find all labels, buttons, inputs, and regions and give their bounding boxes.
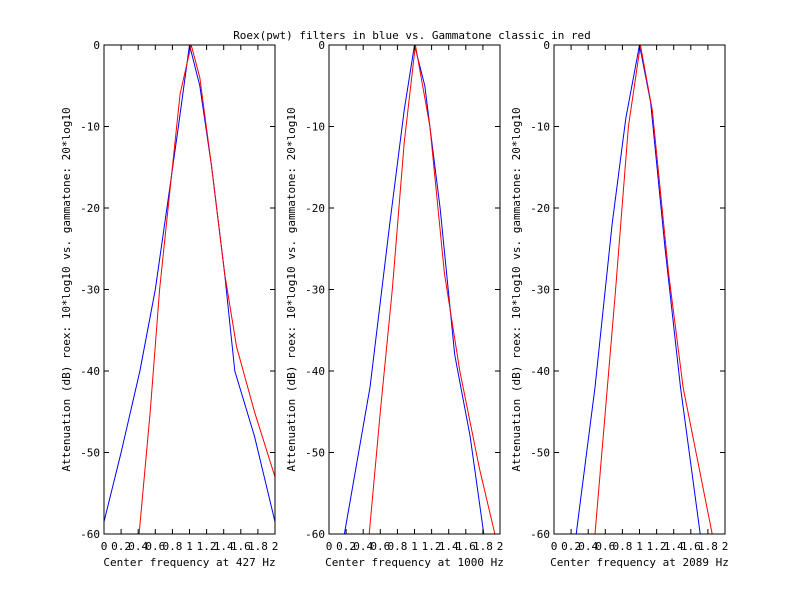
y-axis-label: Attenuation (dB) roex: 10*log10 vs. gamm… — [60, 107, 73, 471]
y-tick-label: -20 — [530, 202, 550, 215]
roex-curve — [575, 45, 701, 534]
y-tick-label: -50 — [530, 447, 550, 460]
gammatone-curve — [138, 45, 275, 534]
y-tick-label: -50 — [305, 447, 325, 460]
x-tick-label: 1.4 — [664, 540, 684, 553]
x-tick-label: 1.4 — [214, 540, 234, 553]
y-tick-label: -10 — [80, 121, 100, 134]
x-axis-label: Center frequency at 427 Hz — [103, 556, 275, 569]
x-tick-label: 0.4 — [128, 540, 148, 553]
x-tick-label: 2 — [272, 540, 279, 553]
x-tick-label: 1.6 — [231, 540, 251, 553]
y-tick-label: -40 — [80, 365, 100, 378]
x-tick-label: 0.4 — [578, 540, 598, 553]
roex-curve — [104, 45, 275, 522]
y-tick-label: -10 — [530, 121, 550, 134]
y-tick-label: 0 — [318, 39, 325, 52]
y-tick-label: -60 — [305, 528, 325, 541]
gammatone-curve — [368, 45, 496, 534]
x-axis-label: Center frequency at 2089 Hz — [550, 556, 729, 569]
subplot-1: 0 0.20.40.60.8 1 1.21.41.61.8 2-60-50-40-30-… — [60, 39, 278, 569]
axes-box — [553, 44, 726, 535]
subplot-2: 0 0.20.40.60.8 1 1.21.41.61.8 2-60-50-40-30-… — [285, 39, 504, 569]
x-tick-label: 1.2 — [422, 540, 442, 553]
x-tick-label: 1 — [186, 540, 193, 553]
x-tick-label: 0 — [101, 540, 108, 553]
y-axis-label: Attenuation (dB) roex: 10*log10 vs. gamm… — [510, 107, 523, 471]
axes-box — [328, 44, 501, 535]
x-tick-label: 0.4 — [353, 540, 373, 553]
axes-box — [103, 44, 276, 535]
x-tick-label: 1.8 — [473, 540, 493, 553]
x-tick-label: 1.2 — [647, 540, 667, 553]
y-tick-label: -30 — [530, 284, 550, 297]
x-tick-label: 1.4 — [439, 540, 459, 553]
y-tick-label: 0 — [543, 39, 550, 52]
x-tick-label: 0.6 — [370, 540, 390, 553]
x-tick-label: 0.8 — [387, 540, 407, 553]
x-tick-label: 0 — [326, 540, 333, 553]
x-tick-label: 2 — [722, 540, 729, 553]
x-tick-label: 0.6 — [595, 540, 615, 553]
x-tick-label: 2 — [497, 540, 504, 553]
y-tick-label: -20 — [80, 202, 100, 215]
x-tick-label: 1.8 — [698, 540, 718, 553]
y-tick-label: -10 — [305, 121, 325, 134]
subplot-3: 0 0.20.40.60.8 1 1.21.41.61.8 2-60-50-40-30-… — [510, 39, 729, 569]
figure-title: Roex(pwt) filters in blue vs. Gammatone … — [233, 29, 591, 42]
x-tick-label: 0.2 — [111, 540, 131, 553]
x-tick-label: 1 — [636, 540, 643, 553]
x-tick-label: 0.8 — [612, 540, 632, 553]
x-tick-label: 1.6 — [681, 540, 701, 553]
y-tick-label: -30 — [305, 284, 325, 297]
x-tick-label: 0 — [551, 540, 558, 553]
gammatone-curve — [594, 45, 713, 534]
x-tick-label: 1 — [411, 540, 418, 553]
x-tick-label: 0.2 — [561, 540, 581, 553]
y-tick-label: 0 — [93, 39, 100, 52]
y-tick-label: -40 — [305, 365, 325, 378]
y-tick-label: -60 — [80, 528, 100, 541]
x-tick-label: 0.2 — [336, 540, 356, 553]
y-axis-label: Attenuation (dB) roex: 10*log10 vs. gamm… — [285, 107, 298, 471]
y-tick-label: -60 — [530, 528, 550, 541]
y-tick-label: -40 — [530, 365, 550, 378]
y-tick-label: -50 — [80, 447, 100, 460]
x-tick-label: 1.8 — [248, 540, 268, 553]
x-axis-label: Center frequency at 1000 Hz — [325, 556, 504, 569]
x-tick-label: 1.6 — [456, 540, 476, 553]
x-tick-label: 1.2 — [197, 540, 217, 553]
y-tick-label: -20 — [305, 202, 325, 215]
y-tick-label: -30 — [80, 284, 100, 297]
x-tick-label: 0.6 — [145, 540, 165, 553]
x-tick-label: 0.8 — [162, 540, 182, 553]
roex-curve — [343, 45, 485, 534]
